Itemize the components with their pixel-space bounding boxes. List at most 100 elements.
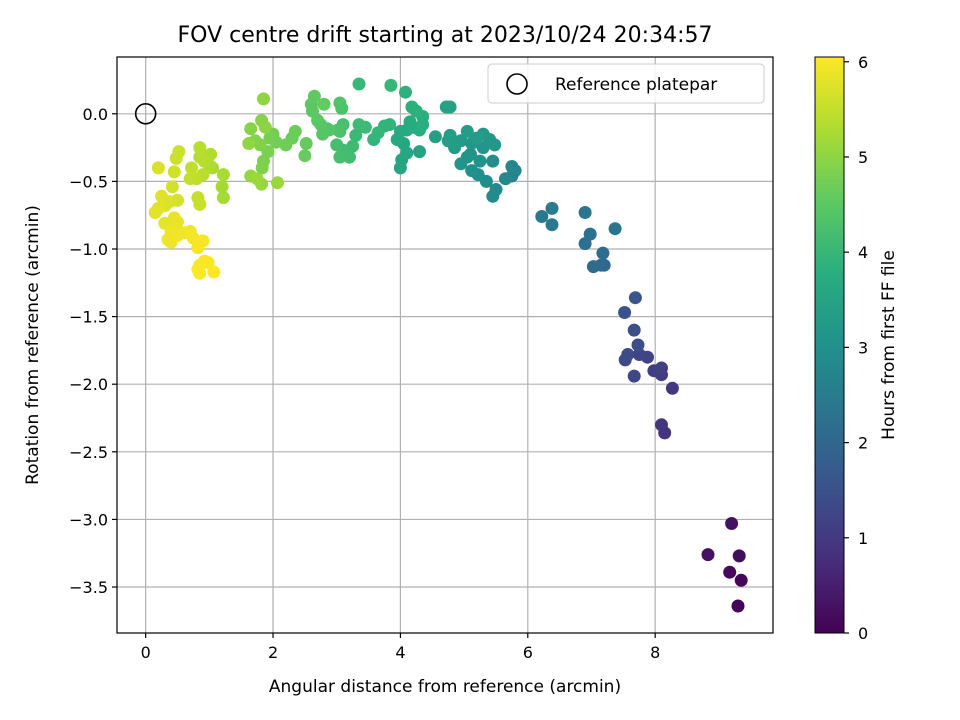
data-point bbox=[263, 131, 277, 145]
data-point bbox=[255, 161, 269, 175]
y-axis-label: Rotation from reference (arcmin) bbox=[23, 205, 43, 485]
data-point bbox=[535, 210, 549, 223]
data-point bbox=[333, 96, 347, 110]
data-point bbox=[193, 266, 207, 280]
data-point bbox=[409, 104, 423, 118]
data-point bbox=[655, 418, 668, 432]
plot-frame bbox=[116, 56, 774, 634]
data-points bbox=[148, 77, 748, 613]
data-point bbox=[383, 118, 397, 132]
reference-platepar-marker bbox=[134, 102, 157, 125]
data-point bbox=[343, 150, 356, 164]
data-point bbox=[271, 176, 284, 190]
data-point bbox=[621, 348, 635, 361]
data-point bbox=[201, 256, 215, 269]
legend-label: Reference platepar bbox=[555, 75, 717, 95]
data-point bbox=[631, 338, 645, 352]
data-point bbox=[443, 100, 457, 114]
data-point bbox=[428, 130, 442, 144]
y-tick-label: −2.5 bbox=[69, 443, 108, 462]
data-point bbox=[499, 172, 512, 186]
data-point bbox=[608, 222, 622, 236]
y-tick-label: −3.0 bbox=[69, 510, 108, 529]
data-point bbox=[489, 183, 503, 196]
data-point bbox=[169, 151, 183, 165]
colorbar bbox=[814, 56, 845, 634]
data-point bbox=[307, 89, 321, 103]
data-point bbox=[352, 118, 366, 132]
data-point bbox=[465, 164, 479, 178]
data-point bbox=[732, 549, 746, 563]
data-point bbox=[298, 149, 312, 163]
data-point bbox=[731, 599, 745, 613]
legend: Reference platepar bbox=[487, 63, 765, 104]
data-point bbox=[165, 180, 179, 194]
y-tick-label: −2.0 bbox=[69, 375, 108, 394]
data-point bbox=[723, 565, 737, 579]
data-point bbox=[596, 246, 610, 260]
y-tick-label: 0.0 bbox=[83, 105, 108, 124]
colorbar-tick-label: 3 bbox=[858, 338, 868, 357]
data-point bbox=[627, 369, 641, 383]
data-point bbox=[299, 137, 313, 150]
colorbar-tick-label: 4 bbox=[858, 243, 868, 262]
data-point bbox=[655, 361, 668, 375]
y-tick-label: −3.5 bbox=[69, 578, 108, 597]
x-tick-label: 2 bbox=[268, 643, 278, 662]
data-point bbox=[578, 206, 592, 219]
colorbar-tick-label: 2 bbox=[858, 434, 868, 453]
data-point bbox=[331, 123, 345, 137]
data-point bbox=[632, 348, 646, 361]
data-point bbox=[183, 172, 197, 186]
data-point bbox=[193, 141, 207, 155]
data-point bbox=[505, 160, 519, 173]
data-point bbox=[413, 145, 426, 159]
data-point bbox=[443, 128, 457, 142]
data-point bbox=[317, 97, 331, 111]
colorbar-label: Hours from first FF file bbox=[879, 250, 899, 440]
x-tick-label: 4 bbox=[395, 643, 405, 662]
data-point bbox=[460, 150, 474, 164]
data-point bbox=[470, 131, 484, 145]
data-point bbox=[244, 122, 258, 136]
data-point bbox=[734, 573, 748, 587]
legend-marker bbox=[506, 73, 528, 95]
data-point bbox=[330, 138, 344, 152]
data-point bbox=[257, 92, 270, 106]
data-point bbox=[665, 381, 679, 395]
data-point bbox=[333, 150, 347, 164]
y-tick-label: −0.5 bbox=[69, 172, 108, 191]
data-point bbox=[167, 165, 181, 179]
data-point bbox=[352, 77, 366, 91]
data-point bbox=[288, 124, 302, 138]
data-point bbox=[597, 258, 611, 272]
data-point bbox=[196, 234, 210, 248]
data-point bbox=[393, 124, 407, 138]
colorbar-tick-label: 5 bbox=[858, 148, 868, 167]
data-point bbox=[578, 237, 592, 251]
x-axis-ticks: 0 2 4 6 8 bbox=[141, 633, 660, 662]
data-point bbox=[155, 189, 169, 203]
y-axis-ticks: 0.0 −0.5 −1.0 −1.5 −2.0 −2.5 −3.0 −3.5 bbox=[69, 105, 117, 597]
y-tick-label: −1.5 bbox=[69, 308, 108, 327]
data-point bbox=[701, 548, 715, 562]
data-point bbox=[371, 126, 385, 140]
data-point bbox=[545, 201, 559, 215]
x-tick-label: 6 bbox=[523, 643, 533, 662]
data-point bbox=[545, 218, 559, 232]
colorbar-tick-label: 1 bbox=[858, 529, 868, 548]
data-point bbox=[151, 161, 165, 175]
chart-title: FOV centre drift starting at 2023/10/24 … bbox=[178, 23, 713, 48]
colorbar-ticks: 0 1 2 3 4 5 6 bbox=[844, 53, 868, 643]
data-point bbox=[148, 206, 162, 219]
data-point bbox=[349, 128, 363, 142]
data-point bbox=[583, 227, 597, 241]
data-point bbox=[399, 85, 412, 99]
colorbar-tick-label: 0 bbox=[858, 624, 868, 643]
data-point bbox=[586, 260, 600, 274]
data-point bbox=[258, 120, 272, 134]
data-point bbox=[216, 168, 230, 182]
data-point bbox=[185, 161, 198, 175]
data-point bbox=[384, 78, 398, 92]
